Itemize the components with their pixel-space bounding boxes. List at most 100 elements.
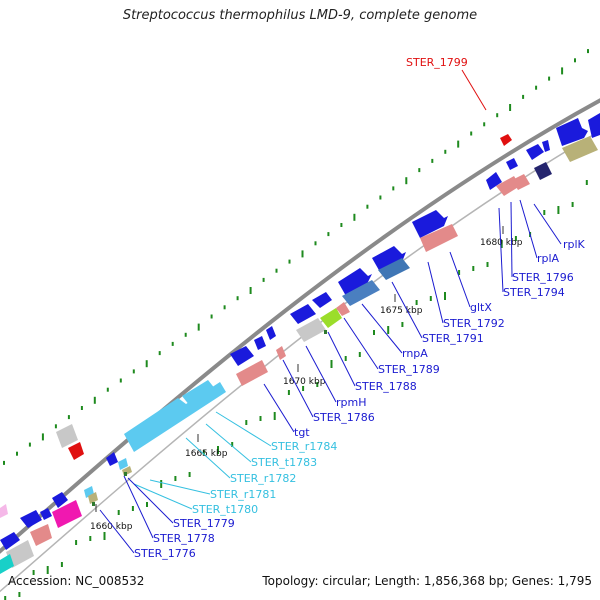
gene-label[interactable]: rplK bbox=[563, 238, 586, 251]
gc-dot bbox=[80, 406, 83, 410]
gene-label[interactable]: rpmH bbox=[336, 396, 367, 409]
gc-dot bbox=[273, 412, 276, 420]
gene-arrow[interactable] bbox=[0, 532, 20, 550]
label-leader-line bbox=[185, 437, 231, 479]
gene-label[interactable]: rplA bbox=[537, 252, 560, 265]
scale-label: 1660 kbp bbox=[90, 522, 133, 532]
gene-label[interactable]: STER_t1783 bbox=[251, 456, 317, 469]
highlight-gene[interactable] bbox=[500, 134, 512, 146]
label-leader-line bbox=[149, 479, 211, 495]
gene-label[interactable]: STER_r1782 bbox=[230, 472, 296, 485]
gc-dot bbox=[171, 341, 174, 346]
gene-label[interactable]: STER_1789 bbox=[378, 363, 440, 376]
gene-label[interactable]: STER_r1781 bbox=[210, 488, 276, 501]
gc-dot bbox=[103, 532, 106, 540]
gc-dot bbox=[93, 396, 96, 404]
gene-block[interactable] bbox=[0, 554, 14, 574]
gc-dot bbox=[522, 94, 525, 99]
gc-skew-track bbox=[3, 49, 589, 600]
gene-arrow[interactable] bbox=[40, 508, 52, 520]
gc-dot bbox=[302, 386, 305, 391]
gc-dot bbox=[131, 506, 134, 511]
gene-arrow[interactable] bbox=[254, 336, 266, 350]
gene-arrow[interactable] bbox=[506, 158, 518, 170]
gc-dot bbox=[28, 442, 31, 447]
gene-arrow[interactable] bbox=[556, 118, 588, 146]
gc-dot bbox=[18, 592, 21, 597]
gc-dot bbox=[288, 259, 291, 264]
gene-arrow[interactable] bbox=[486, 172, 502, 190]
gc-dot bbox=[472, 266, 475, 271]
gene-arrow[interactable] bbox=[526, 144, 544, 160]
gene-label[interactable]: STER_1776 bbox=[134, 547, 196, 560]
gene-arrow[interactable] bbox=[52, 492, 68, 508]
gene-arrow[interactable] bbox=[342, 280, 380, 306]
gc-dot bbox=[197, 323, 200, 331]
gene-label[interactable]: STER_1786 bbox=[313, 411, 375, 424]
label-leader-line bbox=[519, 199, 538, 259]
gene-block[interactable] bbox=[562, 136, 598, 162]
gc-mark bbox=[92, 502, 95, 506]
trna-block[interactable] bbox=[420, 224, 458, 252]
gene-label[interactable]: STER_r1784 bbox=[271, 440, 337, 453]
gene-label[interactable]: tgt bbox=[294, 426, 310, 439]
gene-arrow[interactable] bbox=[372, 246, 406, 272]
gene-block[interactable] bbox=[320, 308, 342, 328]
gc-dot bbox=[401, 322, 404, 327]
gene-label[interactable]: STER_t1780 bbox=[192, 503, 258, 516]
rrna-arrow[interactable] bbox=[182, 380, 216, 406]
gene-label[interactable]: gltX bbox=[470, 301, 492, 314]
gc-dot bbox=[287, 390, 290, 395]
gc-dot bbox=[340, 223, 343, 227]
gene-arrow[interactable] bbox=[588, 113, 600, 138]
gc-dot bbox=[483, 122, 486, 127]
pseudo-block[interactable] bbox=[56, 424, 78, 448]
trna-block[interactable] bbox=[276, 346, 286, 360]
label-leader-line bbox=[205, 423, 252, 463]
pseudo-block[interactable] bbox=[296, 318, 326, 342]
label-leader-line bbox=[127, 477, 174, 524]
pseudo-block[interactable] bbox=[6, 540, 34, 568]
gene-arrow[interactable] bbox=[20, 510, 42, 528]
gene-block[interactable] bbox=[52, 500, 82, 528]
label-leader-line bbox=[510, 201, 513, 278]
gene-block[interactable] bbox=[534, 162, 552, 180]
gene-label[interactable]: STER_1788 bbox=[355, 380, 417, 393]
rrna-block[interactable] bbox=[118, 458, 128, 470]
gc-dot bbox=[535, 85, 538, 90]
trna-block[interactable] bbox=[512, 174, 530, 190]
gc-dot bbox=[344, 356, 347, 361]
gene-label[interactable]: STER_1799 bbox=[406, 56, 468, 69]
trna-block[interactable] bbox=[30, 524, 52, 546]
scale-label: 1670 kbp bbox=[283, 377, 326, 387]
gene-arrow[interactable] bbox=[378, 258, 410, 280]
gene-arrow[interactable] bbox=[312, 292, 332, 308]
gene-arrow[interactable] bbox=[412, 210, 448, 238]
gene-label[interactable]: STER_1778 bbox=[153, 532, 215, 545]
gene-label[interactable]: STER_1792 bbox=[443, 317, 505, 330]
gc-dot bbox=[458, 270, 461, 275]
gene-label[interactable]: STER_1794 bbox=[503, 286, 565, 299]
gene-arrow[interactable] bbox=[106, 452, 118, 466]
trna-block[interactable] bbox=[88, 492, 98, 504]
trna-block[interactable] bbox=[336, 302, 350, 316]
gene-label[interactable]: STER_1791 bbox=[422, 332, 484, 345]
gene-label[interactable]: rnpA bbox=[402, 347, 428, 360]
gene-arrow[interactable] bbox=[290, 304, 316, 324]
gene-label[interactable]: STER_1796 bbox=[512, 271, 574, 284]
gene-arrow[interactable] bbox=[338, 268, 372, 296]
gc-dot bbox=[46, 566, 49, 574]
gene-arrow[interactable] bbox=[266, 326, 276, 340]
gene-arrow[interactable] bbox=[542, 140, 550, 152]
gene-label[interactable]: STER_1779 bbox=[173, 517, 235, 530]
trna-block[interactable] bbox=[236, 360, 268, 386]
gc-dot bbox=[210, 314, 213, 319]
scale-label: 1680 kbp bbox=[480, 238, 523, 248]
gene-arrow[interactable] bbox=[230, 346, 254, 366]
label-leader-line bbox=[498, 207, 504, 293]
highlight-gene[interactable] bbox=[68, 442, 84, 460]
gene-block[interactable] bbox=[0, 504, 8, 518]
